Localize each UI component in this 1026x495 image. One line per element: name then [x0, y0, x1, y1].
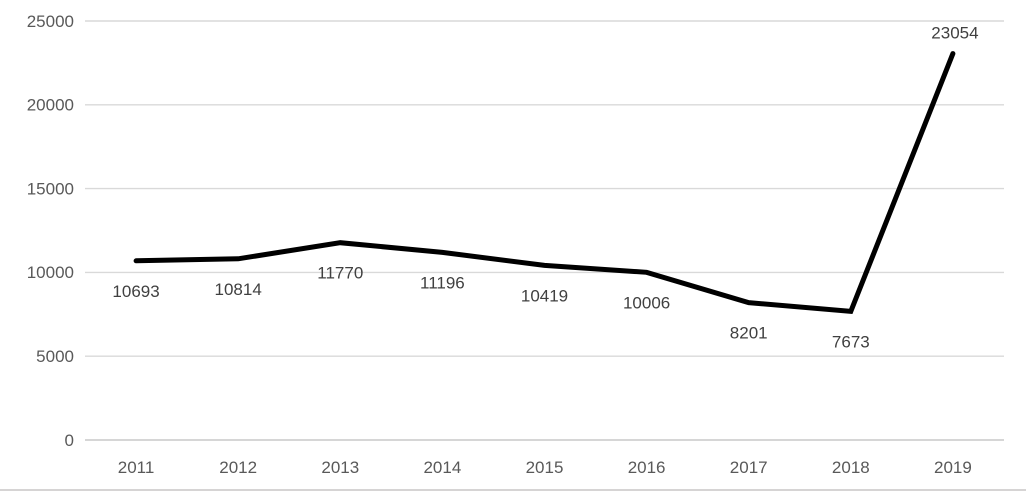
data-label: 11196 [420, 273, 465, 292]
y-axis-tick-label: 0 [65, 431, 74, 450]
x-axis-tick-label: 2016 [628, 458, 666, 477]
y-axis-tick-label: 20000 [27, 96, 74, 115]
y-axis-tick-label: 10000 [27, 263, 74, 282]
x-axis-tick-label: 2013 [321, 458, 359, 477]
data-label: 10693 [112, 282, 159, 301]
y-axis-tick-label: 15000 [27, 179, 74, 198]
x-axis-tick-label: 2012 [219, 458, 257, 477]
x-axis-tick-label: 2011 [118, 458, 155, 477]
x-axis-tick-label: 2019 [934, 458, 972, 477]
data-label: 10814 [215, 280, 262, 299]
data-label: 8201 [730, 324, 768, 343]
x-axis-tick-label: 2014 [423, 458, 461, 477]
series-line [133, 51, 956, 315]
window-bottom-border [0, 489, 1026, 491]
x-axis-tick-label: 2015 [526, 458, 564, 477]
data-label: 10006 [623, 293, 670, 312]
data-label: 7673 [832, 332, 870, 351]
x-axis-tick-label: 2017 [730, 458, 768, 477]
y-axis-tick-label: 25000 [27, 12, 74, 31]
y-axis-tick-label: 5000 [36, 347, 74, 366]
data-label: 23054 [931, 24, 978, 43]
data-label: 10419 [521, 286, 568, 305]
x-axis-tick-label: 2018 [832, 458, 870, 477]
data-label: 11770 [317, 264, 363, 283]
